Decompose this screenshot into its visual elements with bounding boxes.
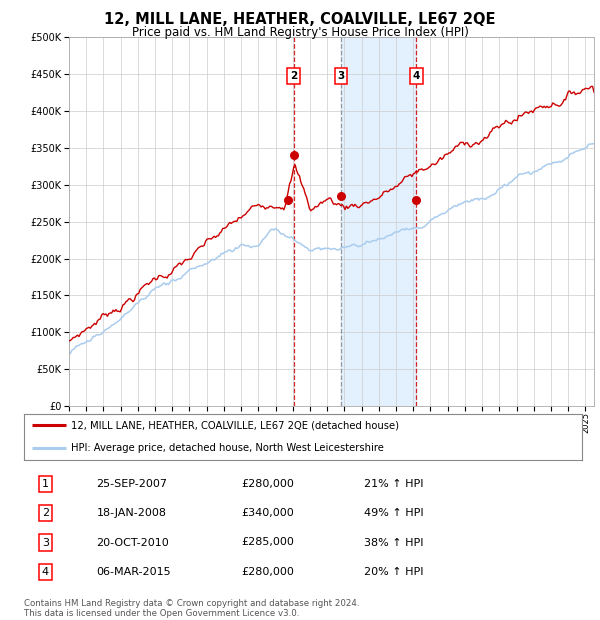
Text: 1: 1	[42, 479, 49, 489]
Text: Price paid vs. HM Land Registry's House Price Index (HPI): Price paid vs. HM Land Registry's House …	[131, 26, 469, 39]
Text: 20% ↑ HPI: 20% ↑ HPI	[364, 567, 424, 577]
Text: Contains HM Land Registry data © Crown copyright and database right 2024.
This d: Contains HM Land Registry data © Crown c…	[24, 599, 359, 618]
Text: 06-MAR-2015: 06-MAR-2015	[97, 567, 171, 577]
Text: 3: 3	[337, 71, 344, 81]
Text: 38% ↑ HPI: 38% ↑ HPI	[364, 538, 424, 547]
Text: 21% ↑ HPI: 21% ↑ HPI	[364, 479, 424, 489]
Text: 18-JAN-2008: 18-JAN-2008	[97, 508, 167, 518]
Text: 12, MILL LANE, HEATHER, COALVILLE, LE67 2QE: 12, MILL LANE, HEATHER, COALVILLE, LE67 …	[104, 12, 496, 27]
Text: 12, MILL LANE, HEATHER, COALVILLE, LE67 2QE (detached house): 12, MILL LANE, HEATHER, COALVILLE, LE67 …	[71, 420, 400, 430]
Text: 49% ↑ HPI: 49% ↑ HPI	[364, 508, 424, 518]
Text: 20-OCT-2010: 20-OCT-2010	[97, 538, 169, 547]
Text: 3: 3	[42, 538, 49, 547]
Text: 2: 2	[290, 71, 297, 81]
Text: 2: 2	[41, 508, 49, 518]
Text: 4: 4	[41, 567, 49, 577]
Text: £280,000: £280,000	[242, 479, 295, 489]
Bar	[341, 37, 416, 406]
Text: £280,000: £280,000	[242, 567, 295, 577]
Text: HPI: Average price, detached house, North West Leicestershire: HPI: Average price, detached house, Nort…	[71, 443, 385, 453]
Text: 4: 4	[413, 71, 420, 81]
Text: £340,000: £340,000	[242, 508, 295, 518]
Text: £285,000: £285,000	[242, 538, 295, 547]
Text: 25-SEP-2007: 25-SEP-2007	[97, 479, 167, 489]
